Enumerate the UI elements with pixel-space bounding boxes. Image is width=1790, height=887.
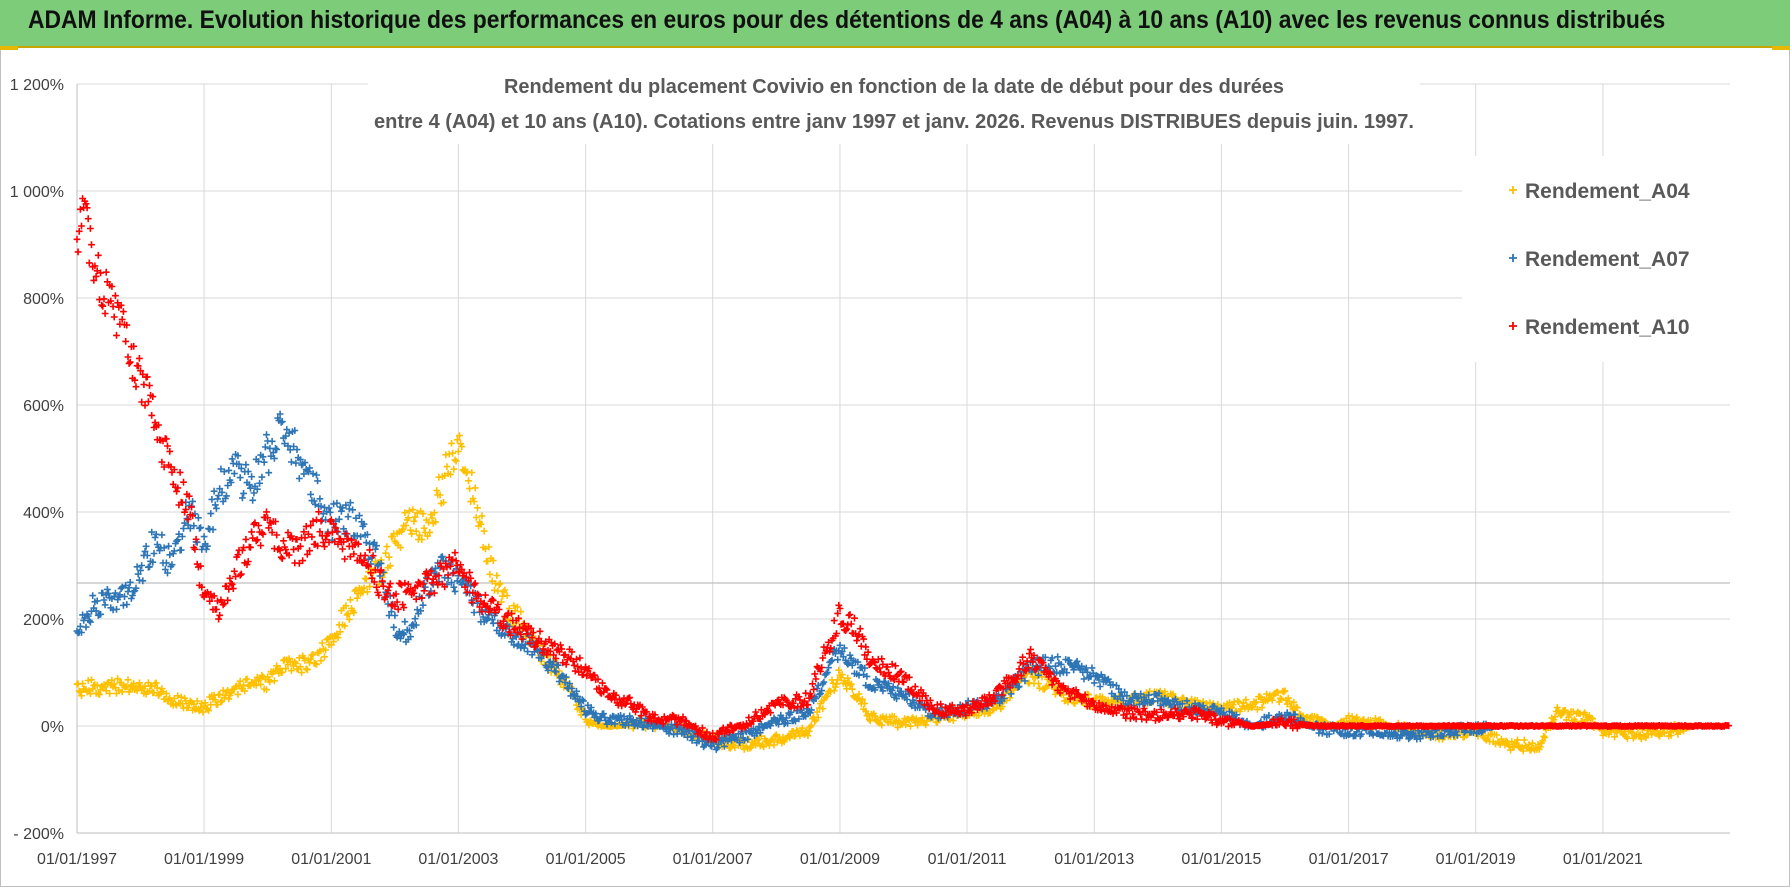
x-tick-label: 01/01/2011: [928, 851, 1007, 868]
y-tick-label: 1 200%: [10, 77, 64, 94]
legend-label: Rendement_A04: [1525, 180, 1690, 203]
x-tick-label: 01/01/2021: [1563, 851, 1643, 868]
y-tick-label: 400%: [23, 505, 64, 522]
banner-title: ADAM Informe. Evolution historique des p…: [28, 6, 1666, 34]
series-markers: [73, 195, 1733, 744]
chart-subtitle: entre 4 (A04) et 10 ans (A10). Cotations…: [374, 111, 1414, 133]
x-tick-label: 01/01/2009: [800, 851, 880, 868]
legend-label: Rendement_A07: [1525, 248, 1690, 271]
x-tick-label: 01/01/2007: [673, 851, 753, 868]
chart-title-box: Rendement du placement Covivio en foncti…: [368, 70, 1420, 144]
x-tick-label: 01/01/2017: [1309, 851, 1389, 868]
plot-points: [73, 195, 1733, 755]
banner-accent-right: [1772, 46, 1790, 50]
title-banner: ADAM Informe. Evolution historique des p…: [0, 0, 1790, 48]
y-tick-label: 1 000%: [10, 184, 64, 201]
y-tick-label: 600%: [23, 398, 64, 415]
x-tick-label: 01/01/2019: [1436, 851, 1516, 868]
x-tick-label: 01/01/2001: [291, 851, 371, 868]
x-tick-label: 01/01/1999: [164, 851, 244, 868]
x-tick-label: 01/01/1997: [37, 851, 117, 868]
y-tick-label: 800%: [23, 291, 64, 308]
legend-marker: [1509, 322, 1517, 330]
y-axis-tick-labels: - 200% 0% 200% 400% 600% 800% 1 000% 1 200%: [10, 77, 64, 843]
y-tick-label: 200%: [23, 612, 64, 629]
chart-legend: Rendement_A04 Rendement_A07 Rendement_A10: [1462, 156, 1732, 362]
y-tick-label: 0%: [41, 719, 64, 736]
chart-title: Rendement du placement Covivio en foncti…: [504, 76, 1284, 98]
x-tick-label: 01/01/2013: [1054, 851, 1134, 868]
legend-marker: [1509, 186, 1517, 194]
series-Rendement_A10: [73, 195, 1733, 744]
x-axis-tick-labels: 01/01/1997 01/01/1999 01/01/2001 01/01/2003…: [37, 851, 1643, 868]
x-tick-label: 01/01/2005: [546, 851, 626, 868]
x-tick-label: 01/01/2015: [1181, 851, 1261, 868]
legend-marker: [1509, 254, 1517, 262]
banner-accent-left: [0, 46, 18, 50]
x-tick-label: 01/01/2003: [418, 851, 498, 868]
legend-label: Rendement_A10: [1525, 316, 1690, 339]
y-tick-label: - 200%: [13, 826, 64, 843]
